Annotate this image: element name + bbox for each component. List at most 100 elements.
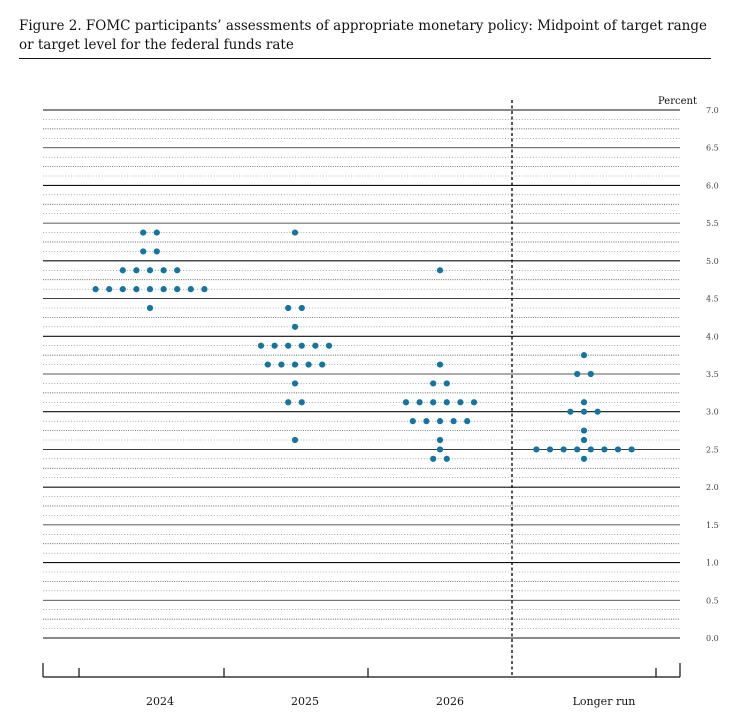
participant-dot <box>580 408 588 415</box>
participant-dot <box>325 342 333 349</box>
participant-dot <box>594 408 601 415</box>
participant-dot <box>291 436 299 444</box>
participant-dot <box>436 436 444 444</box>
participant-dot <box>409 418 416 425</box>
participant-dot <box>430 380 437 387</box>
y-tick-label: 5.0 <box>706 257 719 266</box>
x-category-label: Longer run <box>573 695 636 708</box>
participant-dot <box>174 267 181 274</box>
participant-dot <box>271 342 278 349</box>
y-tick-label: 5.5 <box>706 219 719 228</box>
participant-dot <box>174 286 181 293</box>
y-tick-label: 3.5 <box>706 370 719 379</box>
y-axis-unit-label: Percent <box>658 96 697 107</box>
y-tick-label: 6.5 <box>706 144 719 153</box>
y-tick-label: 1.5 <box>706 521 719 530</box>
participant-dot <box>278 361 285 368</box>
participant-dot <box>464 418 471 425</box>
participant-dot <box>119 286 126 293</box>
participant-dot <box>146 304 154 312</box>
participant-dot <box>443 380 450 387</box>
x-axis <box>42 663 681 678</box>
participant-dot <box>305 361 312 368</box>
participant-dot <box>298 342 305 349</box>
participant-dot <box>443 399 450 406</box>
participant-dot <box>257 342 265 349</box>
participant-dot <box>291 380 299 387</box>
participant-dot <box>580 399 588 406</box>
participant-dots <box>92 229 635 462</box>
participant-dot <box>450 418 457 425</box>
y-tick-label: 7.0 <box>706 106 719 115</box>
y-tick-label: 0.0 <box>706 634 719 643</box>
participant-dot <box>546 446 554 453</box>
participant-dot <box>187 286 194 293</box>
participant-dot <box>614 446 622 453</box>
participant-dot <box>436 446 444 453</box>
participant-dot <box>106 286 113 293</box>
participant-dot <box>580 436 588 444</box>
participant-dot <box>291 361 299 368</box>
participant-dot <box>457 399 464 406</box>
participant-dot <box>560 446 567 453</box>
participant-dot <box>443 455 450 462</box>
participant-dot <box>285 342 292 349</box>
participant-dot <box>201 286 208 293</box>
y-tick-label: 0.5 <box>706 596 719 605</box>
participant-dot <box>436 267 444 274</box>
y-tick-label: 2.0 <box>706 483 719 492</box>
participant-dot <box>402 399 410 406</box>
participant-dot <box>423 418 430 425</box>
participant-dot <box>533 446 540 453</box>
y-tick-label: 4.5 <box>706 295 719 304</box>
participant-dot <box>298 399 305 406</box>
participant-dot <box>567 408 574 415</box>
x-category-label: 2025 <box>291 695 319 708</box>
participant-dot <box>92 286 99 293</box>
y-tick-label: 6.0 <box>706 181 719 190</box>
participant-dot <box>291 229 299 236</box>
participant-dot <box>601 446 608 453</box>
participant-dot <box>628 446 635 453</box>
participant-dot <box>319 361 326 368</box>
participant-dot <box>436 418 444 425</box>
y-tick-label: 1.0 <box>706 559 719 568</box>
participant-dot <box>140 229 147 236</box>
x-category-label: 2024 <box>146 695 174 708</box>
participant-dot <box>264 361 271 368</box>
participant-dot <box>133 286 140 293</box>
participant-dot <box>133 267 140 274</box>
participant-dot <box>580 455 588 462</box>
participant-dot <box>160 267 167 274</box>
x-category-label: 2026 <box>436 695 464 708</box>
gridlines <box>43 109 680 639</box>
figure-title: Figure 2. FOMC participants’ assessments… <box>19 18 707 53</box>
participant-dot <box>312 342 319 349</box>
y-tick-labels: 0.0 0.5 1.0 1.5 2.0 2.5 3.0 3.5 4.0 4.5 5.0 5.5 6.0 6… <box>706 106 719 643</box>
participant-dot <box>430 455 437 462</box>
participant-dot <box>285 399 292 406</box>
participant-dot <box>298 304 305 312</box>
participant-dot <box>140 248 147 255</box>
participant-dot <box>587 446 594 453</box>
participant-dot <box>580 352 588 359</box>
x-category-labels: 2024 2025 2026 Longer run <box>146 695 635 708</box>
participant-dot <box>146 267 154 274</box>
participant-dot <box>416 399 423 406</box>
y-tick-label: 2.5 <box>706 445 719 454</box>
participant-dot <box>146 286 154 293</box>
participant-dot <box>160 286 167 293</box>
title-rule <box>19 58 711 59</box>
participant-dot <box>470 399 478 406</box>
participant-dot <box>153 248 160 255</box>
participant-dot <box>436 361 444 368</box>
participant-dot <box>153 229 160 236</box>
participant-dot <box>285 304 292 312</box>
participant-dot <box>574 370 581 378</box>
participant-dot <box>574 446 581 453</box>
y-tick-label: 3.0 <box>706 408 719 417</box>
participant-dot <box>291 323 299 330</box>
participant-dot <box>580 427 588 434</box>
participant-dot <box>430 399 437 406</box>
